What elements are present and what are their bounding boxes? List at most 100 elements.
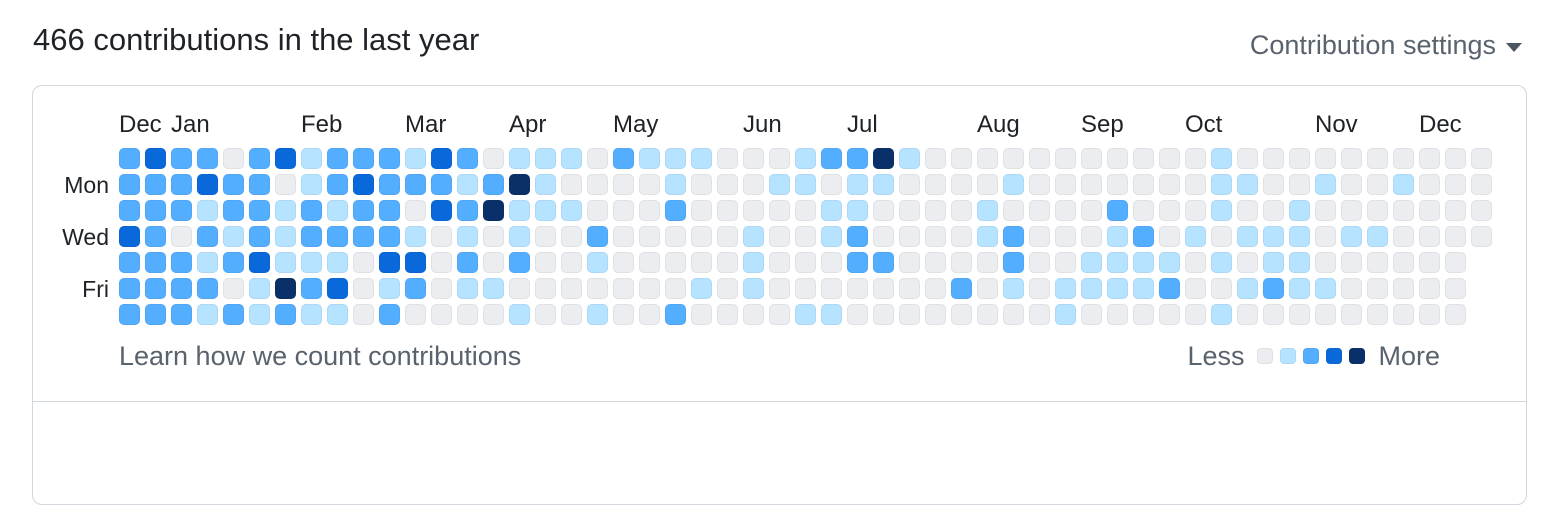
contribution-cell[interactable] [1133,304,1154,325]
contribution-cell[interactable] [639,252,660,273]
contribution-cell[interactable] [1393,278,1414,299]
contribution-cell[interactable] [1315,148,1336,169]
contribution-cell[interactable] [1419,278,1440,299]
contribution-cell[interactable] [951,304,972,325]
contribution-cell[interactable] [223,278,244,299]
contribution-cell[interactable] [847,304,868,325]
contribution-cell[interactable] [1263,200,1284,221]
contribution-settings-button[interactable]: Contribution settings [1250,30,1522,61]
contribution-cell[interactable] [223,200,244,221]
contribution-cell[interactable] [847,148,868,169]
contribution-cell[interactable] [899,226,920,247]
contribution-cell[interactable] [1367,278,1388,299]
contribution-cell[interactable] [379,252,400,273]
contribution-cell[interactable] [1185,278,1206,299]
contribution-cell[interactable] [1029,252,1050,273]
contribution-cell[interactable] [1003,252,1024,273]
contribution-cell[interactable] [561,200,582,221]
contribution-cell[interactable] [457,226,478,247]
contribution-cell[interactable] [509,304,530,325]
contribution-cell[interactable] [769,304,790,325]
contribution-cell[interactable] [873,252,894,273]
contribution-cell[interactable] [1003,200,1024,221]
contribution-cell[interactable] [145,148,166,169]
contribution-cell[interactable] [171,174,192,195]
contribution-cell[interactable] [509,148,530,169]
contribution-cell[interactable] [379,226,400,247]
contribution-cell[interactable] [821,304,842,325]
contribution-cell[interactable] [1367,304,1388,325]
contribution-cell[interactable] [1107,252,1128,273]
contribution-cell[interactable] [691,226,712,247]
contribution-cell[interactable] [1315,226,1336,247]
contribution-cell[interactable] [899,148,920,169]
contribution-cell[interactable] [1029,148,1050,169]
contribution-cell[interactable] [405,278,426,299]
contribution-cell[interactable] [1107,278,1128,299]
contribution-cell[interactable] [1367,200,1388,221]
contribution-cell[interactable] [1445,174,1466,195]
contribution-cell[interactable] [1055,226,1076,247]
contribution-cell[interactable] [1081,278,1102,299]
contribution-cell[interactable] [847,252,868,273]
contribution-cell[interactable] [1419,304,1440,325]
contribution-cell[interactable] [249,252,270,273]
contribution-cell[interactable] [795,148,816,169]
contribution-cell[interactable] [509,200,530,221]
contribution-cell[interactable] [1315,200,1336,221]
contribution-cell[interactable] [977,252,998,273]
contribution-cell[interactable] [353,252,374,273]
contribution-cell[interactable] [665,278,686,299]
contribution-cell[interactable] [301,148,322,169]
contribution-cell[interactable] [1289,278,1310,299]
contribution-cell[interactable] [795,174,816,195]
contribution-cell[interactable] [899,278,920,299]
contribution-cell[interactable] [509,226,530,247]
contribution-cell[interactable] [613,278,634,299]
contribution-cell[interactable] [613,304,634,325]
contribution-cell[interactable] [1393,200,1414,221]
contribution-cell[interactable] [275,226,296,247]
contribution-cell[interactable] [1081,200,1102,221]
contribution-cell[interactable] [119,252,140,273]
contribution-cell[interactable] [197,304,218,325]
contribution-cell[interactable] [483,200,504,221]
contribution-cell[interactable] [717,148,738,169]
contribution-cell[interactable] [327,148,348,169]
contribution-cell[interactable] [379,174,400,195]
contribution-cell[interactable] [1107,200,1128,221]
contribution-cell[interactable] [535,304,556,325]
contribution-cell[interactable] [1471,148,1492,169]
contribution-cell[interactable] [1315,252,1336,273]
contribution-cell[interactable] [1237,148,1258,169]
contribution-cell[interactable] [639,226,660,247]
contribution-cell[interactable] [249,148,270,169]
contribution-cell[interactable] [717,174,738,195]
contribution-cell[interactable] [1107,174,1128,195]
contribution-cell[interactable] [1341,278,1362,299]
contribution-cell[interactable] [587,278,608,299]
contribution-cell[interactable] [1133,226,1154,247]
contribution-cell[interactable] [821,226,842,247]
contribution-cell[interactable] [1237,174,1258,195]
contribution-cell[interactable] [691,252,712,273]
contribution-cell[interactable] [561,174,582,195]
contribution-cell[interactable] [665,148,686,169]
contribution-cell[interactable] [821,148,842,169]
contribution-cell[interactable] [1003,304,1024,325]
contribution-cell[interactable] [1367,148,1388,169]
contribution-cell[interactable] [1289,304,1310,325]
contribution-cell[interactable] [1185,226,1206,247]
contribution-cell[interactable] [1133,148,1154,169]
contribution-cell[interactable] [405,148,426,169]
contribution-cell[interactable] [171,252,192,273]
contribution-cell[interactable] [587,226,608,247]
contribution-cell[interactable] [1393,304,1414,325]
contribution-cell[interactable] [925,252,946,273]
contribution-cell[interactable] [1471,200,1492,221]
contribution-cell[interactable] [1393,174,1414,195]
contribution-cell[interactable] [925,174,946,195]
contribution-cell[interactable] [1029,226,1050,247]
contribution-cell[interactable] [1003,226,1024,247]
contribution-cell[interactable] [1055,200,1076,221]
